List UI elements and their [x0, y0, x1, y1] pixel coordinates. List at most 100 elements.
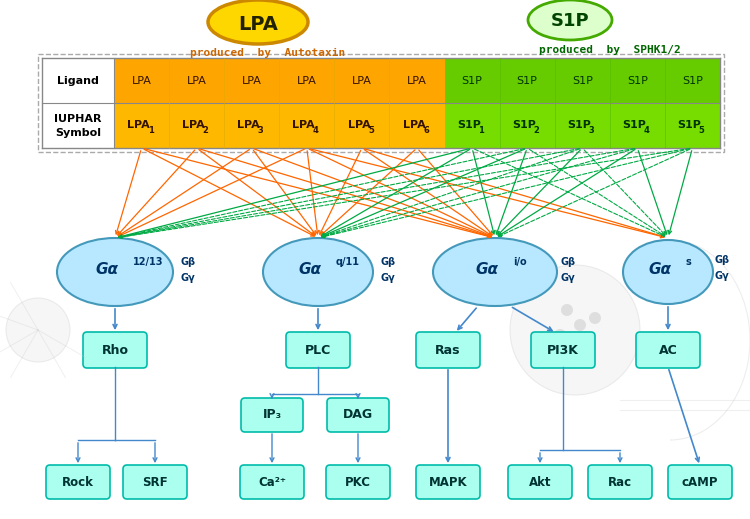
- Text: S1P: S1P: [622, 120, 646, 130]
- Text: 3: 3: [589, 126, 594, 135]
- FancyBboxPatch shape: [123, 465, 187, 499]
- Ellipse shape: [623, 240, 713, 304]
- Circle shape: [569, 349, 581, 361]
- Text: S1P: S1P: [462, 75, 482, 86]
- Circle shape: [554, 329, 566, 341]
- Text: S1P: S1P: [567, 120, 591, 130]
- Text: 5: 5: [368, 126, 374, 135]
- Text: IUPHAR: IUPHAR: [54, 115, 102, 125]
- FancyBboxPatch shape: [416, 332, 480, 368]
- Text: Symbol: Symbol: [55, 128, 101, 138]
- FancyBboxPatch shape: [636, 332, 700, 368]
- Circle shape: [510, 265, 640, 395]
- Text: LPA: LPA: [131, 75, 152, 86]
- FancyBboxPatch shape: [114, 58, 445, 103]
- Text: Rock: Rock: [62, 475, 94, 488]
- Text: LPA: LPA: [347, 120, 370, 130]
- Ellipse shape: [528, 0, 612, 40]
- Text: Ligand: Ligand: [57, 75, 99, 86]
- Text: 2: 2: [533, 126, 539, 135]
- Text: PI3K: PI3K: [547, 344, 579, 357]
- Text: S1P: S1P: [458, 120, 481, 130]
- Text: S1P: S1P: [627, 75, 648, 86]
- Text: 12/13: 12/13: [133, 257, 164, 267]
- Text: 5: 5: [698, 126, 704, 135]
- Text: LPA: LPA: [352, 75, 372, 86]
- Text: LPA: LPA: [238, 15, 278, 34]
- Text: S1P: S1P: [677, 120, 701, 130]
- Text: SRF: SRF: [142, 475, 168, 488]
- FancyBboxPatch shape: [508, 465, 572, 499]
- Circle shape: [581, 332, 593, 344]
- Text: LPA: LPA: [407, 75, 427, 86]
- FancyBboxPatch shape: [42, 58, 720, 148]
- FancyBboxPatch shape: [445, 103, 720, 148]
- Text: LPA: LPA: [128, 120, 150, 130]
- Text: DAG: DAG: [343, 408, 373, 421]
- Text: Gγ: Gγ: [380, 273, 395, 283]
- Text: LPA: LPA: [182, 120, 205, 130]
- Ellipse shape: [433, 238, 557, 306]
- Text: S1P: S1P: [512, 120, 536, 130]
- Text: Gγ: Gγ: [181, 273, 195, 283]
- Circle shape: [574, 319, 586, 331]
- FancyBboxPatch shape: [46, 465, 110, 499]
- Text: LPA: LPA: [187, 75, 206, 86]
- Text: PLC: PLC: [304, 344, 332, 357]
- Text: Rho: Rho: [101, 344, 128, 357]
- Text: Ras: Ras: [435, 344, 460, 357]
- Text: IP₃: IP₃: [262, 408, 281, 421]
- Circle shape: [589, 312, 601, 324]
- Text: Akt: Akt: [529, 475, 551, 488]
- Text: LPA: LPA: [237, 120, 260, 130]
- FancyBboxPatch shape: [668, 465, 732, 499]
- Text: 1: 1: [148, 126, 154, 135]
- FancyBboxPatch shape: [114, 103, 445, 148]
- Text: 3: 3: [258, 126, 263, 135]
- FancyBboxPatch shape: [416, 465, 480, 499]
- Text: s: s: [686, 257, 692, 267]
- Text: 1: 1: [478, 126, 484, 135]
- Text: Gβ: Gβ: [560, 257, 575, 267]
- Text: produced  by  SPHK1/2: produced by SPHK1/2: [539, 45, 681, 55]
- FancyBboxPatch shape: [241, 398, 303, 432]
- Text: produced  by  Autotaxin: produced by Autotaxin: [190, 48, 346, 58]
- Ellipse shape: [263, 238, 373, 306]
- Text: 4: 4: [313, 126, 319, 135]
- FancyBboxPatch shape: [286, 332, 350, 368]
- Text: Gα: Gα: [95, 263, 118, 278]
- Text: S1P: S1P: [550, 12, 590, 30]
- Text: LPA: LPA: [403, 120, 425, 130]
- Text: 4: 4: [644, 126, 650, 135]
- Text: Gβ: Gβ: [380, 257, 395, 267]
- Text: Gγ: Gγ: [560, 273, 575, 283]
- Text: Gα: Gα: [298, 263, 322, 278]
- Text: Gβ: Gβ: [715, 255, 730, 265]
- Text: Ca²⁺: Ca²⁺: [258, 475, 286, 488]
- FancyBboxPatch shape: [83, 332, 147, 368]
- FancyBboxPatch shape: [531, 332, 595, 368]
- Text: i/o: i/o: [513, 257, 526, 267]
- FancyBboxPatch shape: [445, 58, 720, 103]
- Text: PKC: PKC: [345, 475, 371, 488]
- Text: AC: AC: [658, 344, 677, 357]
- Text: Gγ: Gγ: [715, 271, 729, 281]
- Text: S1P: S1P: [572, 75, 592, 86]
- FancyBboxPatch shape: [327, 398, 389, 432]
- Text: Rac: Rac: [608, 475, 632, 488]
- Text: 6: 6: [423, 126, 429, 135]
- Circle shape: [6, 298, 70, 362]
- Text: S1P: S1P: [682, 75, 703, 86]
- Text: q/11: q/11: [336, 257, 360, 267]
- Text: LPA: LPA: [242, 75, 262, 86]
- Text: S1P: S1P: [517, 75, 538, 86]
- Text: LPA: LPA: [292, 120, 315, 130]
- FancyBboxPatch shape: [588, 465, 652, 499]
- Text: 2: 2: [202, 126, 208, 135]
- Circle shape: [561, 304, 573, 316]
- FancyBboxPatch shape: [240, 465, 304, 499]
- Ellipse shape: [57, 238, 173, 306]
- Text: cAMP: cAMP: [682, 475, 718, 488]
- Text: Gβ: Gβ: [181, 257, 196, 267]
- Text: MAPK: MAPK: [429, 475, 467, 488]
